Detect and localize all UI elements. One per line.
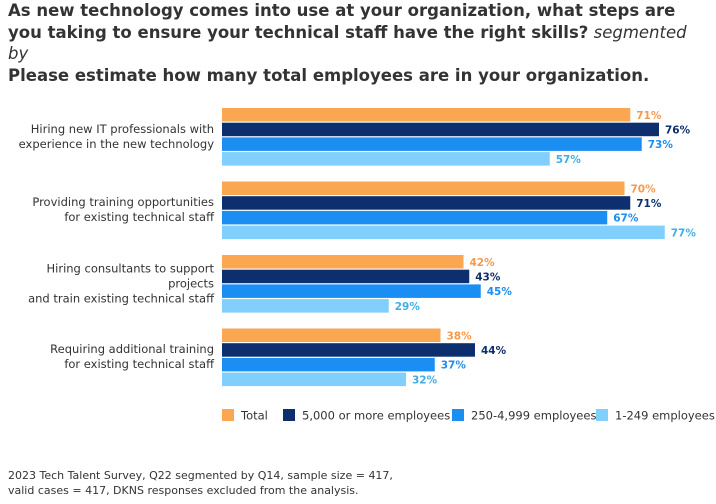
value-label: 71%: [636, 110, 662, 122]
bar: [222, 210, 608, 225]
bar: [222, 108, 631, 122]
value-label: 42%: [470, 257, 496, 269]
category-label: Providing training opportunities for exi…: [32, 195, 214, 225]
bar: [222, 196, 631, 210]
bar: [222, 122, 659, 137]
legend-label: 5,000 or more employees: [302, 409, 450, 423]
legend-swatch: [222, 409, 234, 421]
value-label: 45%: [487, 286, 513, 298]
bar: [222, 181, 625, 195]
value-label: 73%: [648, 139, 674, 151]
bar: [222, 255, 464, 269]
legend-label: 1-249 employees: [615, 409, 715, 423]
category-label: Hiring consultants to support projects a…: [28, 261, 214, 306]
bar: [222, 152, 550, 166]
value-label: 77%: [671, 227, 697, 239]
value-label: 71%: [636, 198, 662, 210]
value-label: 67%: [613, 213, 639, 225]
value-label: 44%: [481, 345, 507, 357]
legend-swatch: [283, 409, 295, 421]
bar: [222, 225, 665, 240]
bar: [222, 372, 406, 387]
value-label: 32%: [412, 374, 438, 386]
bar: [222, 137, 642, 151]
legend-swatch: [452, 409, 464, 421]
bar: [222, 269, 470, 284]
subtitle: Please estimate how many total employees…: [8, 65, 650, 85]
value-label: 29%: [395, 301, 421, 313]
bar: [222, 343, 475, 357]
legend-label: Total: [240, 409, 268, 423]
chart-title: As new technology comes into use at your…: [8, 0, 708, 86]
value-label: 37%: [441, 360, 467, 372]
title: As new technology comes into use at your…: [8, 1, 676, 42]
value-label: 43%: [475, 271, 501, 283]
category-label: Hiring new IT professionals with experie…: [18, 121, 214, 151]
title-connector: segmented by: [8, 22, 687, 64]
legend-swatch: [596, 409, 608, 421]
category-label: Requiring additional training for existi…: [50, 342, 214, 372]
value-label: 38%: [447, 330, 473, 342]
bar: [222, 357, 435, 372]
value-label: 57%: [556, 154, 582, 166]
legend-label: 250-4,999 employees: [471, 409, 596, 423]
value-label: 70%: [631, 183, 657, 195]
value-label: 76%: [665, 124, 691, 136]
bar: [222, 284, 481, 298]
bar: [222, 299, 389, 313]
footnote: 2023 Tech Talent Survey, Q22 segmented b…: [8, 469, 393, 497]
bar: [222, 328, 441, 342]
